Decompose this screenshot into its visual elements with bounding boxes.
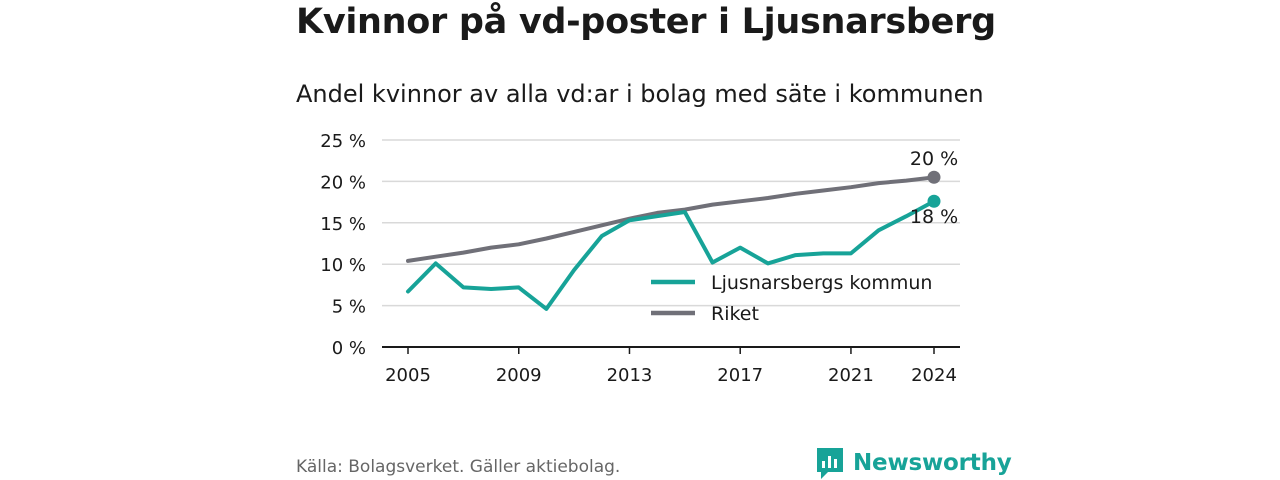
- grid-lines: [382, 139, 960, 348]
- y-tick-label: 10 %: [320, 255, 366, 276]
- y-tick-label: 5 %: [332, 297, 366, 318]
- legend: Ljusnarsbergs kommun Riket: [651, 272, 932, 325]
- y-tick-label: 15 %: [320, 214, 366, 235]
- newsworthy-logo-icon: [817, 448, 843, 479]
- y-axis-ticks: 0 % 5 % 10 % 15 % 20 % 25 %: [320, 131, 366, 359]
- x-tick-label: 2024: [911, 365, 957, 386]
- x-tick-label: 2013: [607, 365, 653, 386]
- brand-name: Newsworthy: [853, 450, 1012, 476]
- series-line-ljusnarsberg: [406, 199, 936, 311]
- x-tick-label: 2009: [496, 365, 542, 386]
- y-tick-label: 0 %: [332, 338, 366, 359]
- chart-title: Kvinnor på vd-poster i Ljusnarsberg: [296, 2, 996, 42]
- y-tick-label: 25 %: [320, 131, 366, 152]
- legend-label: Riket: [711, 303, 759, 325]
- end-point-ljusnarsberg: [927, 194, 941, 208]
- x-tick-label: 2021: [828, 365, 874, 386]
- end-label-ljusnarsberg: 18 %: [910, 206, 958, 228]
- x-tick-label: 2017: [717, 365, 763, 386]
- x-tick-label: 2005: [385, 365, 431, 386]
- end-point-riket: [927, 170, 941, 184]
- chart-subtitle: Andel kvinnor av alla vd:ar i bolag med …: [296, 80, 984, 108]
- y-tick-label: 20 %: [320, 172, 366, 193]
- series-line-riket: [406, 175, 936, 263]
- brand-logo: Newsworthy: [815, 446, 1012, 480]
- source-note: Källa: Bolagsverket. Gäller aktiebolag.: [296, 457, 621, 477]
- end-labels: 20 % 18 %: [910, 148, 958, 228]
- legend-label: Ljusnarsbergs kommun: [711, 272, 932, 294]
- series-lines: [406, 170, 941, 311]
- end-label-riket: 20 %: [910, 148, 958, 170]
- x-axis-ticks: 2005 2009 2013 2017 2021 2024: [385, 347, 957, 386]
